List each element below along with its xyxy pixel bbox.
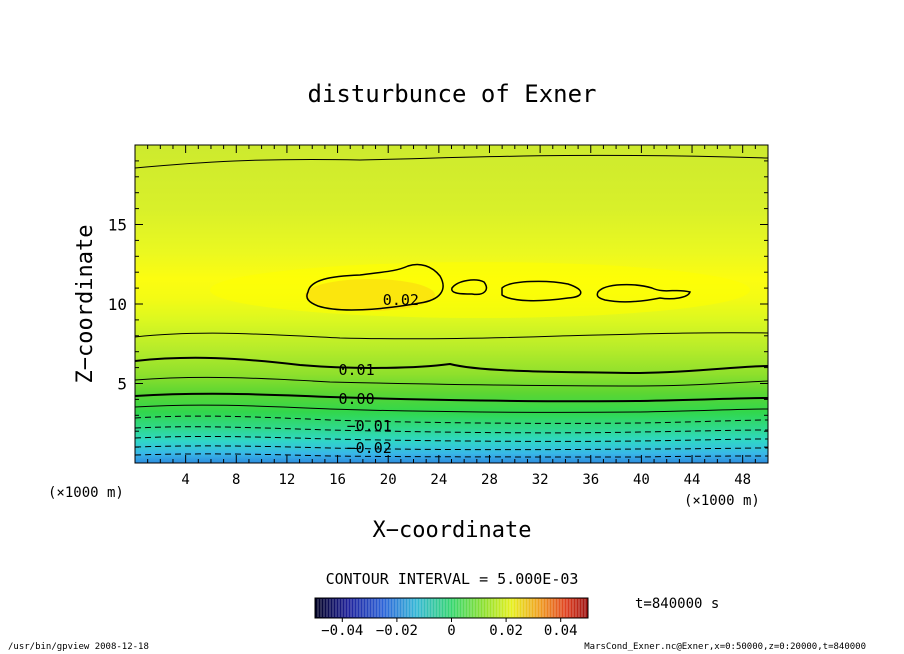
colorbar-tick-label: 0.04: [544, 623, 578, 639]
contour-label: −0.02: [347, 439, 392, 457]
x-tick-label: 8: [232, 472, 240, 488]
contour-line: [135, 376, 768, 387]
contour-labels: 0.02 0.01 0.00 −0.01 −0.02: [338, 291, 419, 457]
footer-right: MarsCond_Exner.nc@Exner,x=0:50000,z=0:20…: [584, 642, 866, 652]
contour-line: [135, 453, 768, 458]
y-tick-label: 10: [108, 295, 127, 314]
plot-area: 0.02 0.01 0.00 −0.01 −0.02: [135, 145, 768, 463]
y-tick-label: 5: [117, 375, 127, 394]
time-label: t=840000 s: [635, 596, 719, 612]
x-tick-label: 16: [329, 472, 346, 488]
colorbar-tick-label: −0.04: [321, 623, 363, 639]
contour-line: [501, 280, 582, 302]
contour-line: [596, 283, 691, 303]
contour-label: 0.00: [338, 390, 374, 408]
colorbar-ticks: −0.04 −0.02 0 0.02 0.04: [321, 618, 578, 639]
contour-line: [135, 154, 768, 169]
y-tick-label: 15: [108, 216, 127, 235]
colorbar-tick-label: 0.02: [489, 623, 523, 639]
x-unit-left: (×1000 m): [48, 485, 124, 501]
x-tick-label: 32: [532, 472, 549, 488]
colorbar-tick-label: −0.02: [376, 623, 418, 639]
colorbar-tick-label: 0: [447, 623, 455, 639]
x-tick-label: 4: [181, 472, 189, 488]
x-tick-label: 20: [380, 472, 397, 488]
contour-line: [135, 415, 768, 424]
x-tick-label: 24: [430, 472, 447, 488]
contour-line: [135, 435, 768, 442]
contour-line: [135, 404, 768, 413]
contour-line: [135, 426, 768, 434]
x-axis-label: X−coordinate: [373, 518, 532, 543]
contour-line: [451, 279, 488, 296]
contour-line: [135, 356, 768, 375]
contour-label: 0.02: [383, 291, 419, 309]
contour-line: [306, 263, 444, 311]
contour-interval: CONTOUR INTERVAL = 5.000E-03: [326, 570, 579, 588]
contour-label: −0.01: [347, 417, 392, 435]
x-tick-label: 40: [633, 472, 650, 488]
y-axis-label: Z−coordinate: [73, 225, 98, 384]
colorbar: [314, 597, 589, 619]
x-tick-label: 48: [734, 472, 751, 488]
contour-lines: [135, 154, 768, 458]
y-axis: 5 10 15: [108, 160, 768, 448]
x-tick-label: 28: [481, 472, 498, 488]
footer-left: /usr/bin/gpview 2008-12-18: [8, 642, 149, 652]
contour-label: 0.01: [338, 361, 374, 379]
orange-core: [305, 279, 435, 311]
contour-line: [135, 332, 768, 340]
x-tick-label: 44: [684, 472, 701, 488]
colorbar-stripes: [317, 599, 586, 617]
x-axis: 4 8 12 16 20 24 28 32 36 40 44 48: [147, 145, 756, 488]
x-tick-label: 12: [278, 472, 295, 488]
contour-line: [135, 445, 768, 451]
x-unit-right: (×1000 m): [684, 493, 760, 509]
contour-line: [135, 392, 768, 403]
x-tick-label: 36: [582, 472, 599, 488]
yellow-core: [210, 262, 750, 318]
chart-title: disturbunce of Exner: [308, 80, 597, 108]
